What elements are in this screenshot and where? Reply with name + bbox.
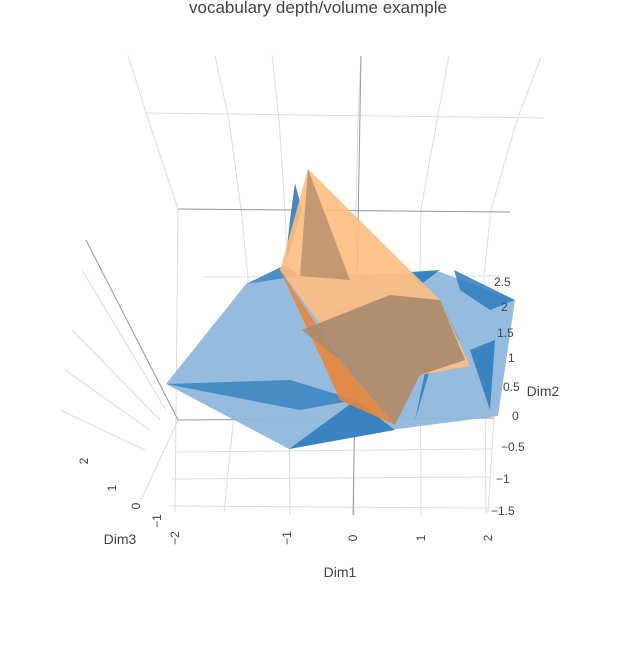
grid-line	[140, 419, 179, 501]
grid-line	[278, 119, 286, 210]
grid-line	[487, 417, 495, 513]
mesh-face	[300, 169, 350, 280]
y-tick-label: 1	[508, 351, 515, 365]
grid-line	[228, 119, 242, 210]
y-tick-label: 2.5	[494, 275, 511, 289]
y-tick-label: 0	[512, 409, 519, 423]
y-tick-label: −1	[496, 472, 510, 486]
z-tick-label: 2	[77, 457, 91, 464]
chart-title: vocabulary depth/volume example	[189, 0, 447, 17]
grid-line	[516, 56, 542, 121]
mesh-face	[280, 270, 395, 425]
mesh-face	[302, 295, 465, 425]
y-tick-label: −1.5	[491, 504, 515, 518]
grid-line	[420, 119, 438, 210]
grid-line	[174, 448, 493, 453]
grid-line	[145, 112, 179, 210]
grid-line	[355, 119, 359, 210]
x-tick-label: 1	[414, 534, 428, 541]
y-axis-title: Dim2	[527, 383, 560, 399]
grid-line	[490, 119, 518, 211]
z-tick-label: 0	[129, 502, 143, 509]
x-tick-label: −1	[280, 531, 294, 545]
grid-line	[145, 112, 545, 119]
grid-line	[169, 505, 489, 509]
y-tick-label: 0.5	[503, 380, 520, 394]
y-tick-labels: −1.5 −1 −0.5 0 0.5 1 1.5 2 2.5	[491, 275, 525, 518]
grid-line	[64, 369, 151, 431]
z-tick-labels: −1 0 1 2	[77, 457, 164, 528]
y-tick-label: 2	[501, 300, 508, 314]
grid-line	[171, 476, 491, 480]
z-tick-label: −1	[150, 514, 164, 528]
x-axis-title: Dim1	[324, 564, 357, 580]
grid-line	[271, 54, 280, 121]
grid-line	[127, 54, 147, 114]
z-tick-label: 1	[105, 484, 119, 491]
z-axis-title: Dim3	[104, 531, 137, 547]
grid-line	[59, 409, 146, 451]
mesh-face	[454, 270, 515, 310]
grid-line	[240, 208, 249, 279]
mesh-face	[470, 340, 495, 410]
axis-line	[85, 239, 179, 421]
mesh-series-2	[280, 169, 470, 425]
y-tick-label: 1.5	[497, 326, 514, 340]
mesh-face	[166, 380, 356, 410]
x-tick-label: 2	[481, 534, 495, 541]
grid-line	[174, 208, 179, 513]
grid-line	[483, 209, 492, 277]
grid-line	[419, 208, 422, 278]
y-tick-label: −0.5	[501, 440, 525, 454]
grid-line	[81, 269, 167, 411]
grid-line	[71, 329, 161, 421]
x-tick-label: 0	[346, 534, 360, 541]
x-tick-label: −2	[168, 531, 182, 545]
x-tick-labels: −2 −1 0 1 2	[168, 531, 495, 545]
grid-line	[436, 55, 450, 121]
grid-line	[214, 55, 230, 121]
